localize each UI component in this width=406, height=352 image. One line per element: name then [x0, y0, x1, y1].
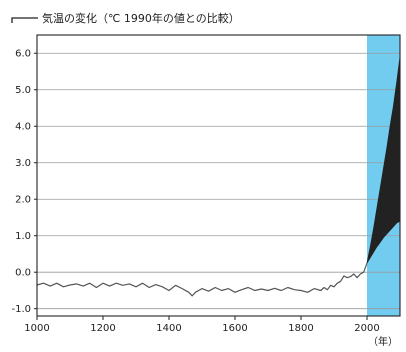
x-axis-unit-label: （年） [368, 335, 398, 348]
y-tick-label: 1.0 [15, 231, 31, 242]
y-tick-label: 5.0 [15, 85, 31, 96]
x-tick-labels: 1000 1200 1400 1600 1800 2000 [24, 323, 379, 334]
plot-area [37, 35, 400, 316]
x-tick-label: 1800 [288, 323, 313, 334]
x-tick-label: 2000 [354, 323, 379, 334]
y-tick-labels: -1.0 0.0 1.0 2.0 3.0 4.0 5.0 6.0 [11, 49, 31, 315]
title-bracket [11, 17, 38, 23]
series-line [36, 262, 368, 297]
historical-line [36, 262, 368, 297]
y-tick-label: 2.0 [15, 195, 31, 206]
grid-lines [37, 52, 400, 310]
axes [34, 34, 401, 320]
y-tick-label: 0.0 [15, 268, 31, 279]
y-tick-label: 3.0 [15, 158, 31, 169]
y-tick-label: 6.0 [15, 49, 31, 60]
plot-frame [36, 34, 401, 317]
y-tick-label: -1.0 [11, 304, 31, 315]
plot-background [37, 35, 400, 316]
x-tick-label: 1600 [222, 323, 247, 334]
x-tick-label: 1200 [90, 323, 115, 334]
chart-title: 気温の変化（℃ 1990年の値との比較） [42, 11, 240, 25]
y-tick-label: 4.0 [15, 122, 31, 133]
x-tick-label: 1000 [24, 323, 49, 334]
x-tick-label: 1400 [156, 323, 181, 334]
